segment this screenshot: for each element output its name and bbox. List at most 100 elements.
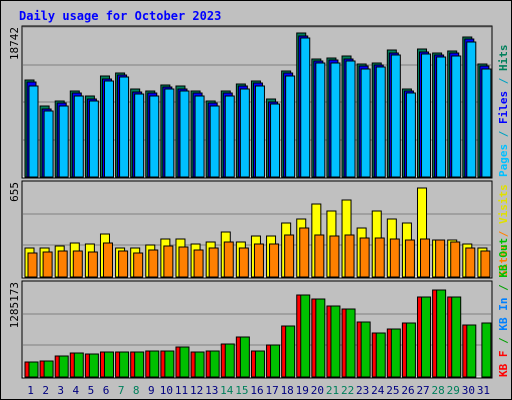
bar-hits-pages-day-14 xyxy=(224,95,235,178)
day-label-9: 9 xyxy=(148,384,155,397)
panel-frame-kbytes xyxy=(21,280,493,379)
bar-kbytes-kb-out-day-19 xyxy=(300,294,311,378)
legend-entry: Sites xyxy=(497,244,510,277)
bar-hits-pages-day-31 xyxy=(481,68,492,178)
legend-entry: Pages xyxy=(497,144,510,177)
bar-hits-pages-day-27 xyxy=(421,53,432,178)
bar-hits-pages-day-28 xyxy=(436,56,447,178)
legend-entry: Hits xyxy=(497,45,510,72)
bar-kbytes-kb-out-day-8 xyxy=(134,351,145,378)
bar-visits-sites-day-4 xyxy=(72,250,83,278)
bar-visits-sites-day-21 xyxy=(329,235,340,278)
day-label-17: 17 xyxy=(265,384,278,397)
day-label-6: 6 xyxy=(103,384,110,397)
bar-visits-sites-day-6 xyxy=(102,242,113,278)
day-label-1: 1 xyxy=(27,384,34,397)
legend-kbytes: KB F / KB In / KB Out xyxy=(497,238,510,377)
bar-kbytes-kb-out-day-29 xyxy=(451,296,462,378)
day-label-4: 4 xyxy=(73,384,80,397)
bar-hits-pages-day-30 xyxy=(466,41,477,178)
bar-hits-pages-day-22 xyxy=(345,60,356,178)
bar-kbytes-kb-out-day-6 xyxy=(103,351,114,378)
bar-visits-sites-day-15 xyxy=(238,247,249,278)
bar-kbytes-kb-out-day-13 xyxy=(209,350,220,378)
bar-hits-pages-day-13 xyxy=(209,105,220,178)
bar-hits-pages-day-1 xyxy=(28,85,39,178)
bar-hits-pages-day-2 xyxy=(43,110,54,178)
bar-visits-sites-day-1 xyxy=(27,252,38,278)
y-max-label-kbytes: 1285173 xyxy=(8,282,21,328)
day-label-2: 2 xyxy=(42,384,49,397)
bar-visits-sites-day-5 xyxy=(87,251,98,278)
bar-visits-sites-day-2 xyxy=(42,251,53,278)
bar-hits-pages-day-10 xyxy=(164,88,175,178)
bar-visits-sites-day-18 xyxy=(284,234,295,278)
bar-hits-pages-day-5 xyxy=(88,100,99,178)
bar-visits-sites-day-26 xyxy=(404,239,415,278)
bar-kbytes-kb-out-day-24 xyxy=(375,332,386,378)
day-label-31: 31 xyxy=(477,384,490,397)
bar-hits-pages-day-24 xyxy=(375,66,386,178)
bar-kbytes-kb-out-day-3 xyxy=(58,355,69,378)
day-label-16: 16 xyxy=(250,384,263,397)
bar-kbytes-kb-out-day-1 xyxy=(28,361,39,378)
bar-hits-pages-day-23 xyxy=(360,68,371,178)
bar-kbytes-kb-out-day-2 xyxy=(43,360,54,378)
bar-hits-pages-day-7 xyxy=(119,76,130,178)
bar-visits-sites-day-12 xyxy=(193,249,204,278)
bar-hits-pages-day-18 xyxy=(285,75,296,178)
legend-entry: / xyxy=(497,331,510,351)
bar-hits-pages-day-19 xyxy=(300,37,311,178)
bar-kbytes-kb-out-day-26 xyxy=(405,322,416,378)
bar-visits-sites-day-11 xyxy=(178,246,189,278)
bar-hits-pages-day-17 xyxy=(270,103,281,178)
legend-entry: / xyxy=(497,224,510,244)
bar-hits-pages-day-16 xyxy=(254,85,265,178)
bar-visits-sites-day-9 xyxy=(148,249,159,278)
bar-kbytes-kb-out-day-9 xyxy=(149,350,160,378)
bar-hits-pages-day-3 xyxy=(58,105,69,178)
day-label-10: 10 xyxy=(160,384,173,397)
bar-kbytes-kb-out-day-28 xyxy=(436,289,447,378)
y-max-label-visits: 655 xyxy=(8,182,21,202)
bar-visits-sites-day-10 xyxy=(163,245,174,278)
legend-entry: KB Out xyxy=(497,238,510,278)
panel-frame-hits xyxy=(21,25,493,179)
bar-kbytes-kb-out-day-18 xyxy=(285,325,296,378)
legend-entry: / xyxy=(497,124,510,144)
legend-entry: KB In xyxy=(497,298,510,331)
day-label-27: 27 xyxy=(416,384,429,397)
day-label-18: 18 xyxy=(281,384,294,397)
bar-kbytes-kb-out-day-10 xyxy=(164,350,175,378)
day-label-23: 23 xyxy=(356,384,369,397)
bar-kbytes-kb-out-day-23 xyxy=(360,321,371,378)
bar-visits-sites-day-16 xyxy=(253,243,264,278)
bar-kbytes-kb-out-day-11 xyxy=(179,346,190,378)
bar-visits-sites-day-23 xyxy=(359,237,370,278)
bar-visits-sites-day-29 xyxy=(450,241,461,278)
bar-visits-sites-day-30 xyxy=(465,247,476,278)
bar-visits-sites-day-25 xyxy=(389,238,400,278)
day-label-8: 8 xyxy=(133,384,140,397)
day-label-29: 29 xyxy=(447,384,460,397)
bar-kbytes-kb-out-day-22 xyxy=(345,308,356,378)
bar-visits-sites-day-31 xyxy=(480,250,491,278)
bar-hits-pages-day-9 xyxy=(149,95,160,178)
legend-visits: Sites / Visits xyxy=(497,184,510,277)
day-label-3: 3 xyxy=(57,384,64,397)
bar-visits-sites-day-8 xyxy=(133,252,144,278)
bar-kbytes-kb-out-day-7 xyxy=(119,351,130,378)
y-max-label-hits: 18742 xyxy=(8,27,21,60)
day-label-30: 30 xyxy=(462,384,475,397)
chart-title: Daily usage for October 2023 xyxy=(19,9,221,23)
bar-visits-sites-day-13 xyxy=(208,247,219,278)
day-label-5: 5 xyxy=(88,384,95,397)
bar-visits-sites-day-28 xyxy=(435,239,446,278)
bar-visits-sites-day-24 xyxy=(374,237,385,278)
bar-visits-sites-day-7 xyxy=(118,250,129,278)
day-label-26: 26 xyxy=(401,384,414,397)
bar-visits-sites-day-17 xyxy=(269,243,280,278)
day-label-7: 7 xyxy=(118,384,125,397)
bar-hits-pages-day-11 xyxy=(179,90,190,178)
